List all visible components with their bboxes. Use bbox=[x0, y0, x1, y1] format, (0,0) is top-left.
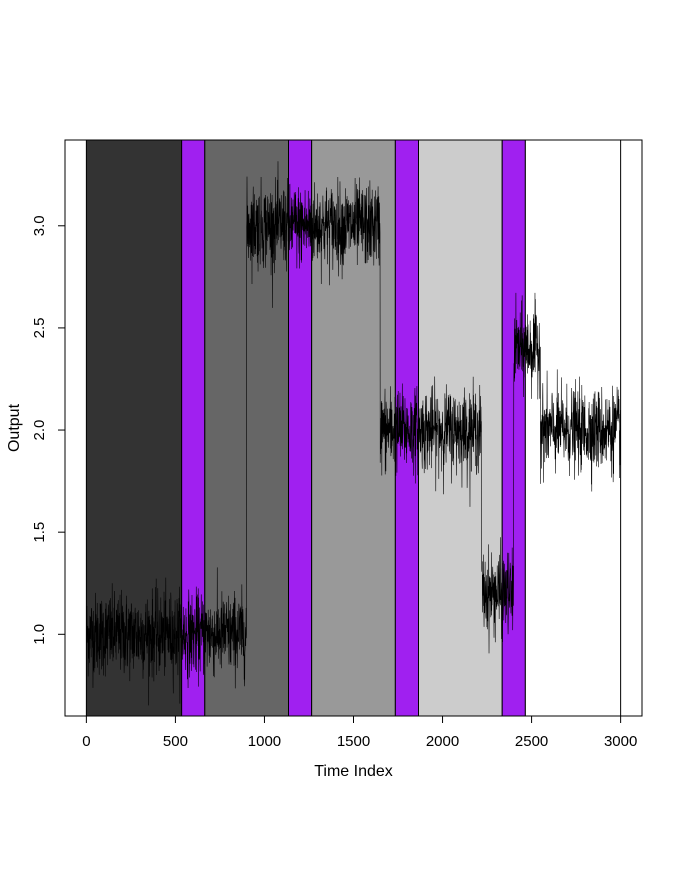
plot-frame bbox=[64, 139, 643, 717]
x-tick-label-5: 2500 bbox=[515, 733, 548, 750]
x-tick-label-6: 3000 bbox=[604, 733, 637, 750]
y-axis-title: Output bbox=[6, 403, 23, 452]
x-tick-label-0: 0 bbox=[82, 733, 90, 750]
x-tick-label-2: 1000 bbox=[248, 733, 281, 750]
series-line-1 bbox=[86, 161, 621, 706]
x-tick-label-1: 500 bbox=[163, 733, 188, 750]
x-tick-label-4: 2000 bbox=[426, 733, 459, 750]
y-tick-label-3: 2.5 bbox=[31, 317, 48, 338]
shaded-regions bbox=[85, 139, 622, 717]
y-tick-label-4: 3.0 bbox=[31, 215, 48, 236]
series-group bbox=[86, 161, 621, 706]
x-axis: 0 500 1000 1500 2000 2500 3000 bbox=[82, 715, 637, 750]
y-tick-label-0: 1.0 bbox=[31, 624, 48, 645]
x-tick-label-3: 1500 bbox=[337, 733, 370, 750]
y-tick-label-2: 2.0 bbox=[31, 420, 48, 441]
y-axis: 1.0 1.5 2.0 2.5 3.0 bbox=[31, 215, 66, 645]
y-tick-label-1: 1.5 bbox=[31, 522, 48, 543]
x-axis-title: Time Index bbox=[314, 763, 393, 780]
